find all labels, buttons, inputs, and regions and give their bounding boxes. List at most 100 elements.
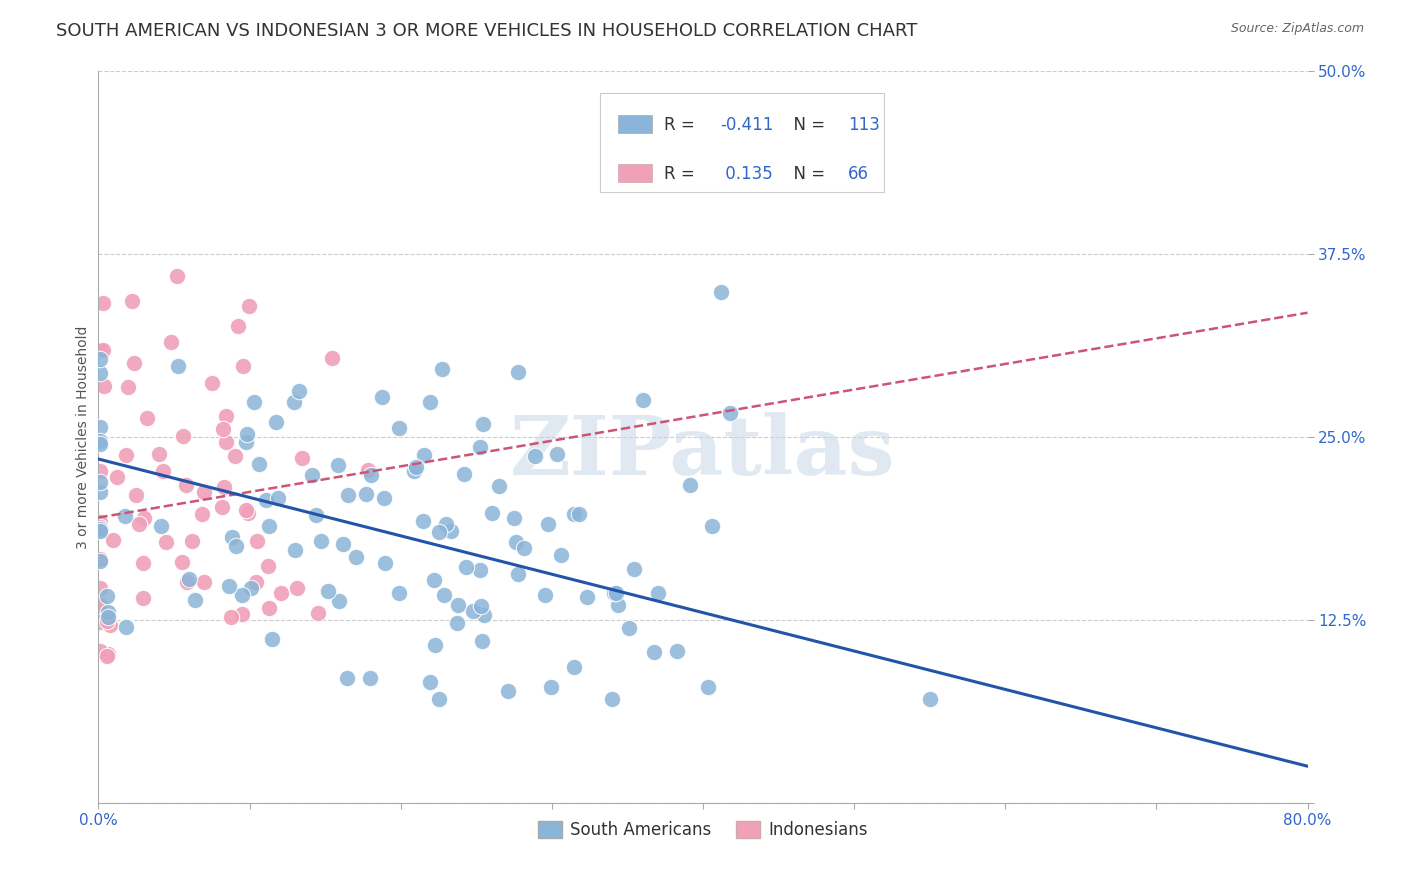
Point xyxy=(284,543,307,558)
Point xyxy=(360,467,382,482)
Point xyxy=(617,621,640,635)
Point xyxy=(623,562,645,576)
Point xyxy=(193,574,215,589)
Point xyxy=(446,615,468,630)
Point xyxy=(232,359,254,373)
Point xyxy=(117,380,139,394)
Point xyxy=(285,581,308,595)
Point xyxy=(131,557,153,571)
Point xyxy=(89,475,111,489)
Point xyxy=(242,395,264,409)
Point xyxy=(89,598,111,612)
Point xyxy=(155,534,177,549)
Point xyxy=(602,692,624,706)
FancyBboxPatch shape xyxy=(600,94,884,192)
Point xyxy=(506,365,529,379)
Point xyxy=(419,675,441,690)
Point xyxy=(256,558,278,573)
Point xyxy=(235,435,257,450)
Point xyxy=(176,575,198,590)
Point xyxy=(89,464,111,478)
Point xyxy=(470,440,492,454)
Point xyxy=(89,436,111,450)
Point xyxy=(562,508,585,522)
Point xyxy=(89,524,111,538)
Text: R =: R = xyxy=(664,116,700,134)
Point xyxy=(121,294,143,309)
Point xyxy=(506,567,529,582)
Point xyxy=(166,268,188,283)
Point xyxy=(122,356,145,370)
Point xyxy=(267,491,290,505)
Point xyxy=(152,464,174,478)
Point xyxy=(405,460,427,475)
Point xyxy=(354,487,377,501)
Text: 66: 66 xyxy=(848,165,869,183)
Point xyxy=(336,671,359,685)
FancyBboxPatch shape xyxy=(619,115,652,133)
Point xyxy=(346,549,368,564)
Point xyxy=(247,458,270,472)
Point xyxy=(679,477,702,491)
Point xyxy=(172,555,194,569)
Point xyxy=(461,604,484,618)
Point xyxy=(291,451,314,466)
Point xyxy=(93,379,115,393)
Point xyxy=(666,644,689,658)
Point xyxy=(167,359,190,374)
Point xyxy=(524,449,547,463)
Point xyxy=(481,506,503,520)
Point xyxy=(221,530,243,544)
Point xyxy=(920,692,942,706)
Point xyxy=(697,680,720,694)
Point xyxy=(174,478,197,492)
Point xyxy=(97,609,120,624)
Point xyxy=(326,458,349,472)
Point xyxy=(125,488,148,502)
Point xyxy=(89,366,111,380)
Point xyxy=(179,572,201,586)
Point xyxy=(97,648,120,662)
Point xyxy=(89,615,111,629)
Point xyxy=(246,534,269,549)
Text: 0.135: 0.135 xyxy=(720,165,773,183)
Point xyxy=(89,419,111,434)
Point xyxy=(309,533,332,548)
Point xyxy=(89,523,111,537)
Point xyxy=(89,599,111,614)
FancyBboxPatch shape xyxy=(619,164,652,183)
Point xyxy=(470,633,492,648)
Point xyxy=(568,507,591,521)
Point xyxy=(89,553,111,567)
Point xyxy=(336,488,359,502)
Point xyxy=(288,384,311,399)
Point xyxy=(128,517,150,532)
Legend: South Americans, Indonesians: South Americans, Indonesians xyxy=(531,814,875,846)
Point xyxy=(700,518,723,533)
Point xyxy=(214,480,236,494)
Point xyxy=(419,395,441,409)
Point xyxy=(373,491,395,506)
Point xyxy=(301,468,323,483)
Point xyxy=(374,556,396,570)
Text: R =: R = xyxy=(664,165,700,183)
Point xyxy=(433,588,456,602)
Point xyxy=(101,533,124,548)
Point xyxy=(710,285,733,300)
Point xyxy=(505,534,527,549)
Point xyxy=(534,588,557,602)
Point xyxy=(231,607,253,621)
Point xyxy=(328,594,350,608)
Point xyxy=(89,643,111,657)
Point xyxy=(89,520,111,534)
Point xyxy=(236,507,259,521)
Point xyxy=(159,335,181,350)
Point xyxy=(89,515,111,529)
Point xyxy=(184,593,207,607)
Point xyxy=(115,620,138,634)
Point xyxy=(96,589,118,603)
Point xyxy=(446,598,468,612)
Point xyxy=(254,492,277,507)
Point xyxy=(605,586,627,600)
Point xyxy=(193,485,215,500)
